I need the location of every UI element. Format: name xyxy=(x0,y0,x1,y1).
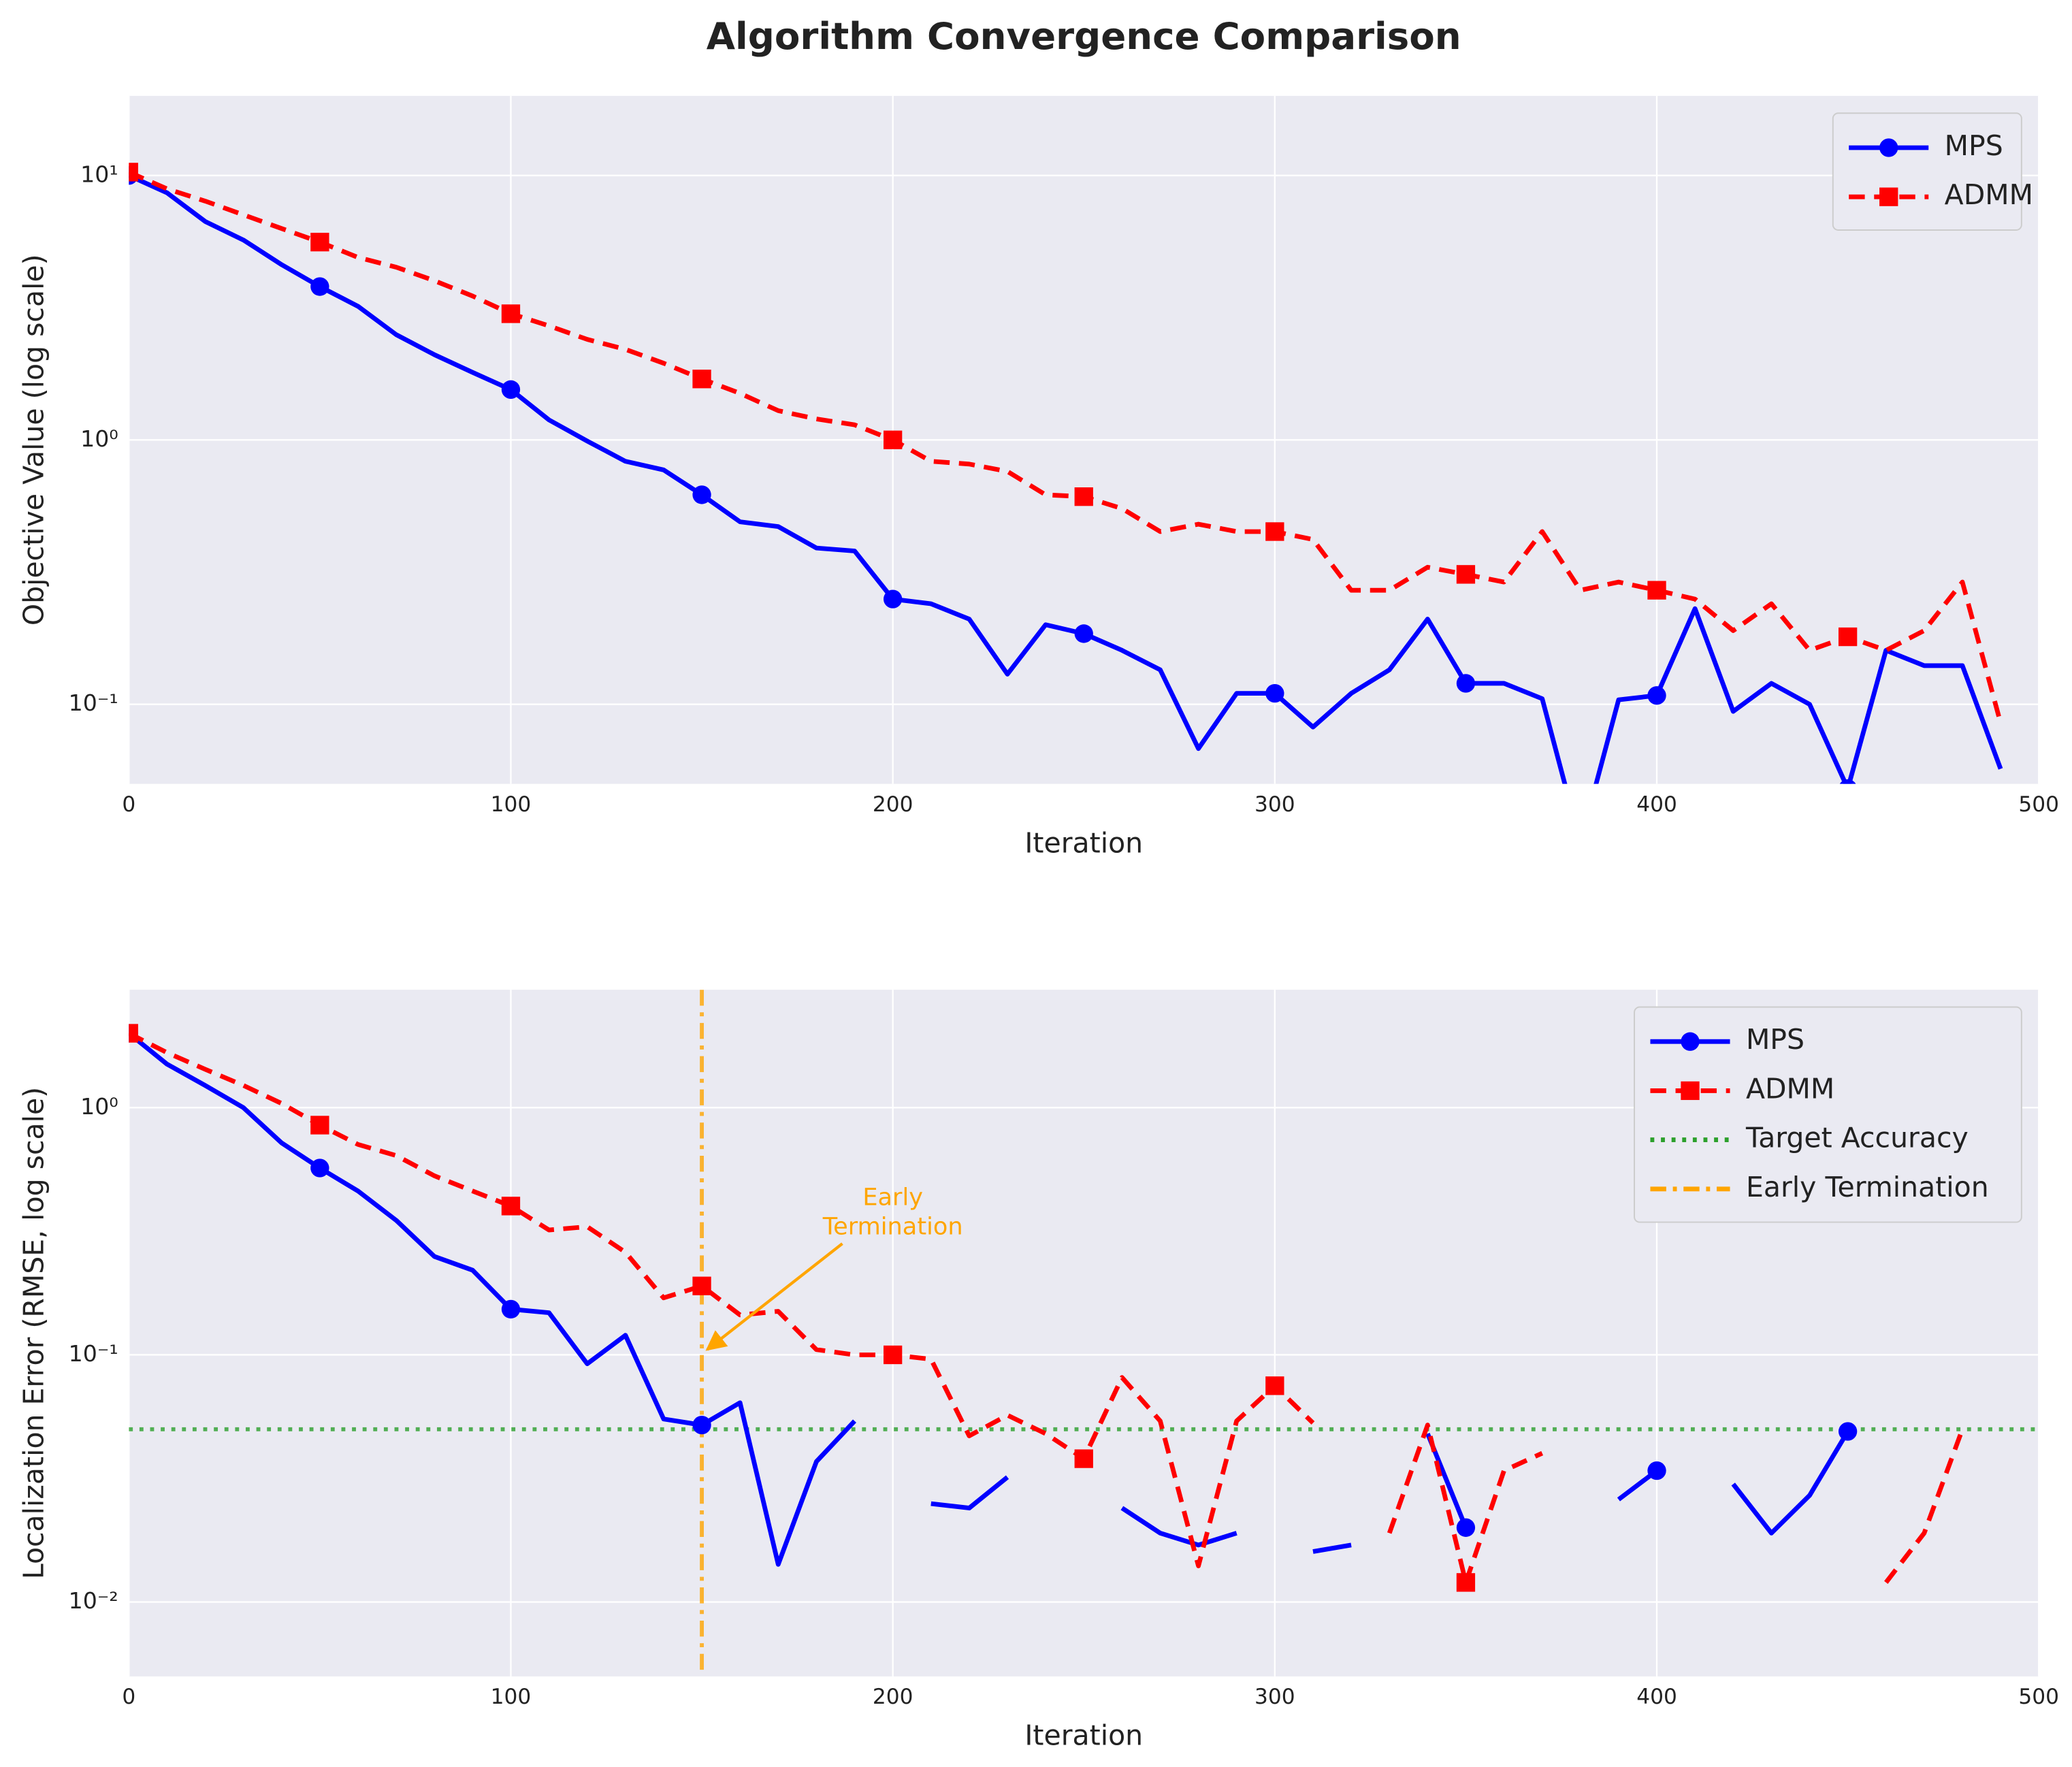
legend-label: Target Accuracy xyxy=(1745,1122,1969,1154)
marker xyxy=(310,232,329,252)
plot-layer xyxy=(129,990,2039,1676)
annotation-text: Termination xyxy=(822,1213,963,1241)
marker xyxy=(883,1345,903,1365)
y-axis-label: Localization Error (RMSE, log scale) xyxy=(18,1087,50,1579)
y-tick-label: 10⁰ xyxy=(80,425,118,452)
marker xyxy=(1074,1449,1093,1468)
marker xyxy=(1456,674,1476,693)
marker xyxy=(1647,1461,1666,1480)
y-tick-label: 10⁻¹ xyxy=(69,1340,118,1367)
marker xyxy=(1647,581,1666,600)
x-tick-label: 400 xyxy=(1636,1685,1677,1709)
marker xyxy=(1456,1518,1476,1537)
marker xyxy=(1074,487,1093,506)
x-tick-label: 0 xyxy=(122,792,135,817)
marker xyxy=(501,304,521,323)
marker xyxy=(692,1276,711,1295)
marker xyxy=(1838,1422,1858,1441)
marker xyxy=(692,1415,711,1435)
marker xyxy=(129,163,138,182)
annotation-text: Early xyxy=(862,1184,923,1212)
marker xyxy=(501,1299,521,1319)
marker xyxy=(1456,1573,1476,1592)
x-tick-label: 200 xyxy=(873,1685,913,1709)
marker xyxy=(1456,565,1476,584)
legend-box xyxy=(1634,1006,2022,1223)
y-tick-label: 10⁻¹ xyxy=(69,690,118,716)
x-tick-label: 0 xyxy=(122,1685,135,1709)
x-tick-label: 300 xyxy=(1254,1685,1295,1709)
legend-label: MPS xyxy=(1945,129,2003,162)
legend-label: Early Termination xyxy=(1746,1171,1989,1203)
marker xyxy=(883,430,903,449)
marker xyxy=(1265,522,1284,541)
legend-marker xyxy=(1879,138,1898,157)
x-tick-label: 200 xyxy=(873,792,913,817)
legend-label: ADMM xyxy=(1746,1072,1834,1105)
x-tick-label: 400 xyxy=(1636,792,1677,817)
x-axis-label: Iteration xyxy=(1024,826,1143,859)
x-axis-label: Iteration xyxy=(1024,1719,1143,1752)
marker xyxy=(883,589,903,609)
x-tick-label: 100 xyxy=(491,1685,532,1709)
y-tick-label: 10⁻² xyxy=(69,1587,118,1614)
marker xyxy=(1839,779,1856,784)
marker xyxy=(501,1197,521,1216)
marker xyxy=(1838,627,1858,647)
legend-label: MPS xyxy=(1746,1023,1804,1056)
legend-marker xyxy=(1879,187,1898,206)
plot-layer xyxy=(129,163,2003,784)
marker xyxy=(692,370,711,389)
marker xyxy=(129,1024,138,1043)
marker xyxy=(692,485,711,504)
x-tick-label: 500 xyxy=(2018,792,2059,817)
marker xyxy=(1265,683,1284,703)
y-tick-label: 10⁰ xyxy=(80,1093,118,1120)
marker xyxy=(310,1116,329,1135)
marker xyxy=(310,1158,329,1178)
series-line xyxy=(129,1031,1965,1585)
series-line xyxy=(129,173,2003,784)
legend-label: ADMM xyxy=(1945,178,2033,211)
marker xyxy=(1074,624,1093,643)
y-tick-label: 10¹ xyxy=(80,161,118,187)
x-tick-label: 100 xyxy=(491,792,532,817)
series-line xyxy=(129,1031,1850,1567)
x-tick-label: 500 xyxy=(2018,1685,2059,1709)
marker xyxy=(310,277,329,296)
annotation-arrow xyxy=(705,1242,843,1351)
y-axis-label: Objective Value (log scale) xyxy=(18,254,50,626)
x-tick-label: 300 xyxy=(1254,792,1295,817)
legend-marker xyxy=(1681,1081,1700,1101)
marker xyxy=(501,380,521,399)
marker xyxy=(1265,1376,1284,1395)
legend-marker xyxy=(1681,1032,1700,1051)
series-line xyxy=(129,169,2003,724)
marker xyxy=(1647,686,1666,705)
figure-title: Algorithm Convergence Comparison xyxy=(707,14,1461,58)
